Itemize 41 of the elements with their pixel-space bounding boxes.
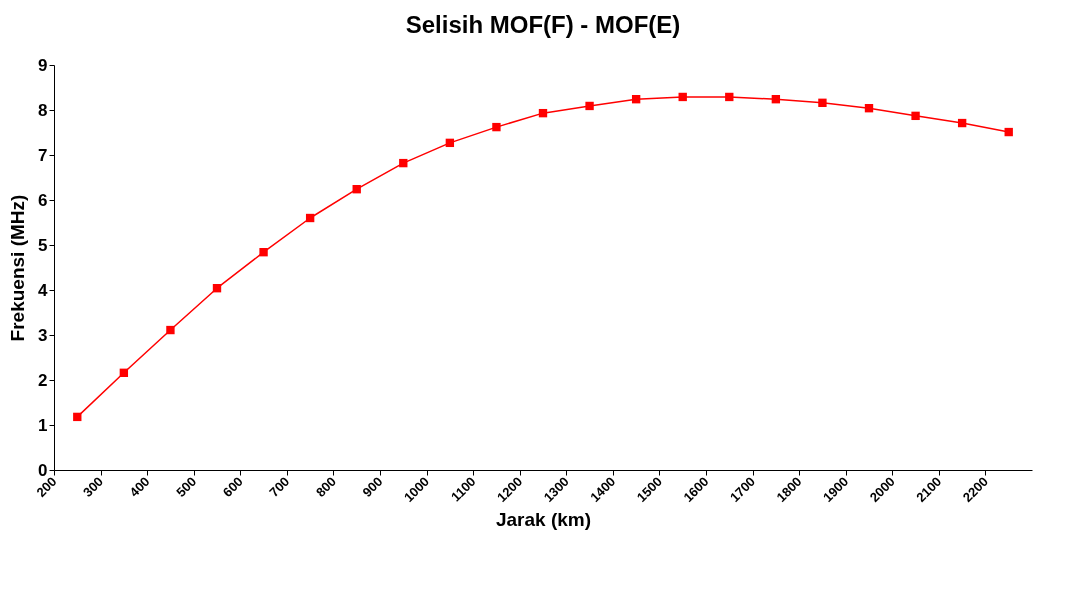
y-tick-label: 2 (38, 370, 48, 390)
point (166, 325, 175, 335)
x-tick-label: 600 (219, 473, 246, 500)
point (305, 213, 315, 223)
x-tick-label: 400 (126, 473, 153, 500)
point (911, 111, 920, 121)
point (957, 118, 967, 128)
point (678, 92, 687, 102)
point (73, 412, 82, 422)
point (212, 284, 222, 293)
point (259, 248, 268, 257)
point (771, 95, 781, 104)
x-tick-label: 700 (266, 473, 293, 500)
point (492, 122, 501, 132)
x-axis-title: Jarak (km) (495, 508, 592, 530)
y-tick-label: 9 (38, 55, 48, 75)
y-tick-label: 5 (38, 235, 48, 255)
point (585, 101, 594, 111)
point (538, 108, 548, 118)
point (119, 368, 129, 377)
point (864, 104, 874, 113)
point (725, 92, 734, 102)
x-tick-label: 900 (359, 473, 386, 500)
point (352, 185, 361, 194)
x-tick-label: 800 (312, 473, 339, 500)
y-tick-label: 8 (38, 100, 48, 120)
chart-title: Selisih MOF(F) - MOF(E) (405, 11, 681, 38)
y-tick-label: 3 (38, 325, 48, 345)
y-tick-label: 6 (38, 190, 48, 210)
point (1004, 127, 1013, 137)
y-tick-label: 0 (38, 460, 48, 480)
point (399, 158, 408, 168)
x-tick-label: 500 (173, 473, 200, 500)
point (818, 98, 827, 107)
y-tick-label: 7 (38, 145, 48, 165)
y-axis-title: Frekuensi (MHz) (7, 194, 29, 342)
y-tick-label: 1 (38, 415, 48, 435)
y-tick-label: 4 (38, 280, 49, 300)
point (631, 95, 641, 104)
point (445, 138, 455, 148)
x-tick-label: 300 (80, 473, 107, 500)
